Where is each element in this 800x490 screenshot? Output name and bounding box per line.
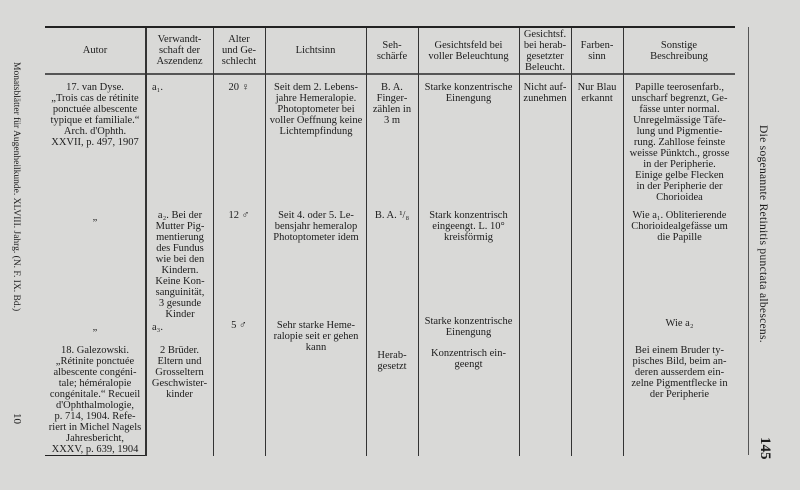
header-gesichtsfeld-herab: Gesichtsf. bei herab- gesetzter Beleucht… [523, 28, 567, 73]
cell-gesichtsfeld: Starke konzentrische Einengung [424, 316, 513, 338]
table-top-rule [45, 26, 735, 28]
col-divider [213, 28, 214, 456]
right-rule [748, 27, 749, 455]
journal-running-head: Monatsblätter für Augenheilkunde. XLVIII… [11, 62, 21, 312]
cell-lichtsinn: Seit dem 2. Lebens- jahre Hemeralopie. P… [269, 82, 363, 137]
cell-lichtsinn: Seit 4. oder 5. Le- bensjahr hemeralop P… [273, 210, 359, 243]
col-divider [265, 28, 266, 456]
cell-lichtsinn: Sehr starke Heme- ralopie seit er gehen … [273, 320, 359, 353]
cell-gesichtsfeld-herab: Nicht auf- zunehmen [523, 82, 567, 104]
cell-sehschaerfe: B. A. ¹/₈ [374, 210, 410, 221]
cell-autor: 17. van Dyse. „Trois cas de rétinite pon… [50, 82, 140, 148]
cell-alter: 5 ♂ [231, 320, 247, 331]
cell-gesichtsfeld: Starke konzentrische Einengung [424, 82, 513, 104]
header-verwandtschaft: Verwandt- schaft der Aszendenz [156, 34, 203, 67]
cell-sonstige: Wie a₂ [665, 318, 694, 329]
col-divider [571, 28, 572, 456]
cell-sehschaerfe: Herab- gesetzt [377, 350, 407, 372]
header-lichtsinn: Lichtsinn [295, 45, 336, 56]
header-alter: Alter und Ge- schlecht [221, 34, 257, 67]
cell-gesichtsfeld: Stark konzentrisch eingeengt. L. 10° kre… [429, 210, 508, 243]
cell-autor: 18. Galezowski. „Rétinite ponctuée albes… [48, 345, 142, 455]
cell-alter: 12 ♂ [228, 210, 250, 221]
header-autor: Autor [82, 45, 108, 56]
sheet-number: 10 [11, 413, 23, 424]
running-title: Die sogenannte Retinitis punctata albesc… [757, 125, 769, 343]
col-divider [418, 28, 419, 456]
col-divider [519, 28, 520, 456]
cell-sonstige: Wie a₁. Obliterierende Chorioidealgefäss… [631, 210, 728, 243]
header-sonstige: Sonstige Beschreibung [650, 39, 708, 62]
cell-autor: „ [92, 322, 98, 333]
col-divider [623, 28, 624, 456]
cell-alter: 20 ♀ [228, 82, 250, 93]
header-gesichtsfeld: Gesichtsfeld bei voller Beleuchtung [428, 39, 509, 62]
col-divider [366, 28, 367, 456]
header-sehschaerfe: Seh- schärfe [376, 39, 408, 62]
page-number: 145 [757, 437, 773, 460]
cell-verwandtschaft: 2 Brüder. Eltern und Grosseltern Geschwi… [151, 345, 208, 400]
cell-autor: „ [92, 212, 98, 223]
col-divider [145, 28, 147, 456]
cell-sehschaerfe: B. A. Finger- zählen in 3 m [372, 82, 412, 126]
header-farbensinn: Farben- sinn [580, 39, 614, 62]
header-bottom-rule [45, 73, 735, 75]
cell-verwandtschaft: a₂. Bei der Mutter Pig- mentierung des F… [155, 210, 205, 320]
cell-sonstige: Bei einem Bruder ty- pisches Bild, beim … [631, 345, 728, 400]
cell-sonstige: Papille teerosenfarb., unscharf begrenzt… [629, 82, 730, 203]
cell-gesichtsfeld: Konzentrisch ein- geengt [431, 348, 506, 370]
cell-farbensinn: Nur Blau erkannt [577, 82, 617, 104]
table-bottom-rule [45, 455, 145, 456]
cell-verwandtschaft: a₁. [152, 82, 163, 93]
cell-verwandtschaft: a₃. [152, 322, 163, 333]
